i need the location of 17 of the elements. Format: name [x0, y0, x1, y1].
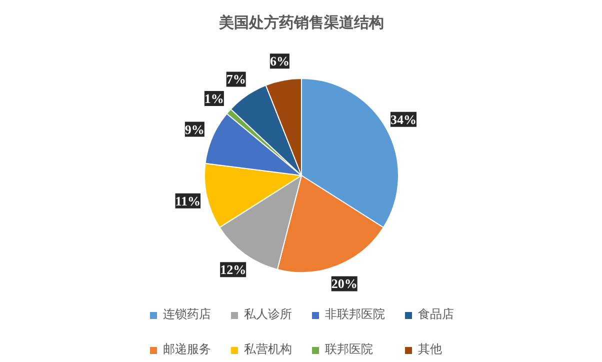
data-label: 20%	[331, 276, 358, 292]
legend-label: 食品店	[418, 306, 454, 323]
data-label: 1%	[204, 91, 224, 106]
legend-label: 其他	[418, 341, 442, 358]
data-label: 9%	[184, 122, 204, 137]
legend-label: 联邦医院	[325, 341, 373, 358]
data-label: 6%	[270, 54, 290, 69]
data-label: 7%	[226, 72, 246, 87]
chart-title: 美国处方药销售渠道结构	[218, 14, 384, 32]
legend-label: 连锁药店	[163, 306, 211, 323]
legend-label: 非联邦医院	[325, 306, 385, 323]
data-label: 11%	[175, 193, 201, 208]
legend-label: 私营机构	[244, 341, 292, 358]
data-label: 34%	[390, 112, 416, 127]
legend-label: 私人诊所	[244, 306, 292, 323]
legend-label: 邮递服务	[163, 341, 211, 358]
data-label: 12%	[220, 262, 246, 278]
